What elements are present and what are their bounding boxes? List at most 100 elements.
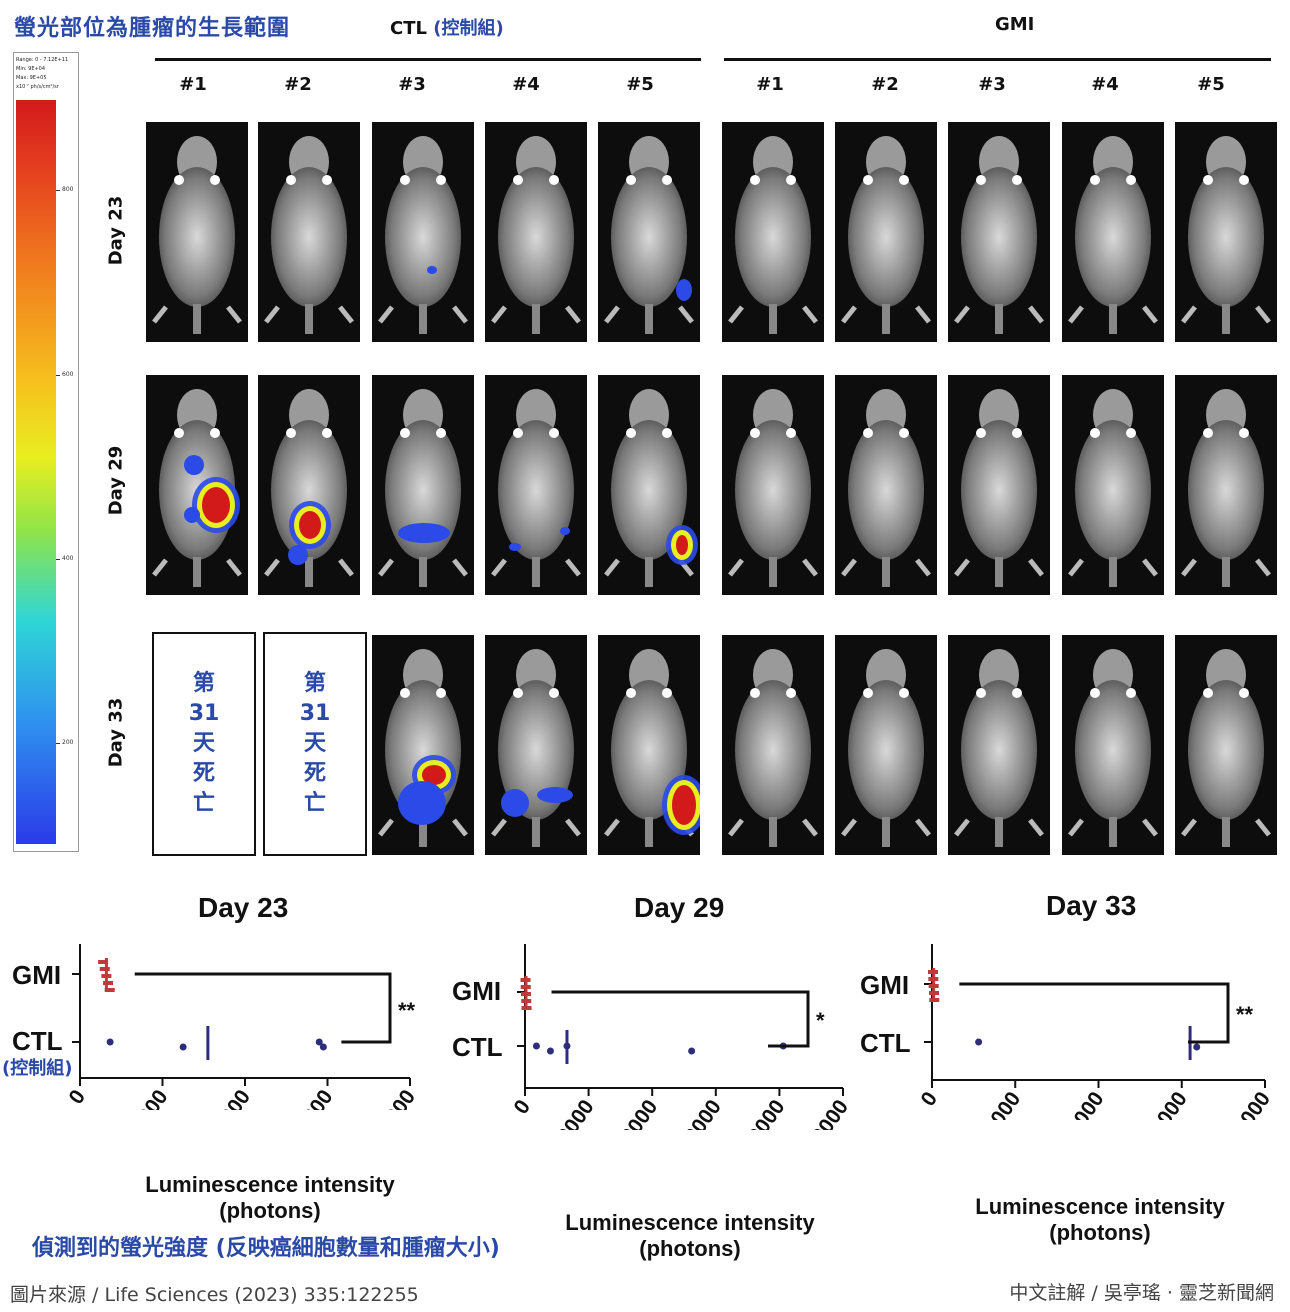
day-label: Day 23 xyxy=(105,195,127,266)
x-axis-title: Luminescence intensity (photons) xyxy=(950,1194,1250,1246)
colorbar-tick-label: 200 xyxy=(62,739,74,746)
colorbar-tick xyxy=(56,743,60,744)
x-axis-title-line: Luminescence intensity xyxy=(565,1210,815,1235)
mouse-image xyxy=(948,375,1050,595)
data-point-ctl xyxy=(546,1047,554,1055)
mouse-image xyxy=(835,375,937,595)
x-tick-label: 250000 xyxy=(794,1096,853,1130)
plot-category-label: GMI xyxy=(12,960,62,990)
x-axis-title: Luminescence intensity (photons) xyxy=(100,1172,440,1224)
mouse-image xyxy=(948,635,1050,855)
mouse-image xyxy=(258,375,360,595)
data-point-ctl xyxy=(179,1043,187,1051)
dead-note-char: 死 xyxy=(192,761,215,786)
colorbar-tick xyxy=(56,375,60,376)
significance-label: ** xyxy=(1236,1002,1254,1027)
x-tick-label: 100000 xyxy=(1050,1088,1109,1120)
mouse-image xyxy=(372,635,474,855)
mouse-image xyxy=(598,635,700,855)
day23-plot: 0 2000 4000 6000 8000 ** xyxy=(65,944,420,1110)
significance-bracket xyxy=(959,982,1230,1044)
image-source: 圖片來源 / Life Sciences (2023) 335:122255 xyxy=(10,1284,419,1306)
day-label: Day 33 xyxy=(105,697,127,768)
figure-annotation-title: 螢光部位為腫瘤的生長範圍 xyxy=(14,16,291,41)
x-tick-label: 4000 xyxy=(209,1086,255,1110)
mouse-image xyxy=(835,635,937,855)
gmi-group-line xyxy=(724,58,1271,61)
x-axis-title-text: Luminescence intensity (photons) xyxy=(100,1172,440,1224)
plot-title: Day 29 xyxy=(634,892,725,923)
mouse-id: #5 xyxy=(626,74,654,95)
mouse-image xyxy=(485,375,587,595)
mouse-image xyxy=(1175,635,1277,855)
x-tick-label: 100000 xyxy=(603,1096,662,1130)
mouse-image xyxy=(948,122,1050,342)
mouse-image xyxy=(372,375,474,595)
data-point-gmi xyxy=(104,988,115,992)
x-tick-label: 2000 xyxy=(127,1086,173,1110)
plot-category-label: GMI xyxy=(860,970,910,1000)
x-tick-label: 0 xyxy=(510,1096,536,1119)
ctl-group-line xyxy=(155,58,701,61)
colorbar-gradient xyxy=(16,100,56,844)
x-axis-title-line: Luminescence intensity xyxy=(145,1172,395,1197)
mouse-id: #2 xyxy=(284,74,312,95)
data-point-ctl xyxy=(315,1038,323,1046)
mouse-image xyxy=(722,635,824,855)
mouse-image xyxy=(722,122,824,342)
x-tick-label: 6000 xyxy=(292,1086,338,1110)
mouse-image xyxy=(598,122,700,342)
dead-note-char: 31 xyxy=(299,701,331,726)
plot-category-label: CTL xyxy=(860,1028,911,1058)
mouse-image xyxy=(722,375,824,595)
bottom-annotation: 偵測到的螢光強度 (反映癌細胞數量和腫瘤大小) xyxy=(32,1236,500,1261)
dead-note-box: 第 31 天 死 亡 xyxy=(152,632,256,856)
data-point-ctl xyxy=(319,1043,327,1051)
data-point-ctl xyxy=(106,1038,114,1046)
plot-title: Day 23 xyxy=(198,892,289,923)
dead-note-char: 天 xyxy=(192,731,215,756)
dead-note-box: 第 31 天 死 亡 xyxy=(263,632,367,856)
dead-note-char: 第 xyxy=(192,671,215,696)
x-axis-title-line: (photons) xyxy=(219,1198,321,1223)
x-tick-label: 150000 xyxy=(667,1096,726,1130)
plot-category-label: GMI xyxy=(452,976,502,1006)
mouse-id: #4 xyxy=(1091,74,1119,95)
group-ctl-label: CTL xyxy=(390,18,427,39)
dead-note-char: 死 xyxy=(303,761,326,786)
data-point-ctl xyxy=(532,1042,540,1050)
x-tick-label: 8000 xyxy=(374,1086,420,1110)
mouse-image xyxy=(1062,635,1164,855)
mouse-image xyxy=(146,375,248,595)
dead-note-char: 亡 xyxy=(192,791,215,816)
group-label-gmi: GMI xyxy=(995,14,1035,35)
colorbar-tick xyxy=(56,559,60,560)
data-point-gmi xyxy=(99,967,110,971)
x-tick-label: 200000 xyxy=(730,1096,789,1130)
mouse-image xyxy=(372,122,474,342)
mouse-image xyxy=(1062,375,1164,595)
x-axis-title-text: Luminescence intensity (photons) xyxy=(540,1210,840,1262)
plot-category-label: CTL xyxy=(12,1026,63,1056)
day29-plot: 0 50000100000150000200000250000 * xyxy=(510,944,853,1130)
annotation-credit: 中文註解 / 吳亭瑤 · 靈芝新聞網 xyxy=(1009,1282,1274,1304)
x-axis-title: Luminescence intensity (photons) xyxy=(540,1210,840,1262)
x-tick-label: 50000 xyxy=(546,1096,598,1130)
dead-note-char: 31 xyxy=(188,701,220,726)
x-tick-label: 0 xyxy=(65,1086,91,1109)
significance-bracket xyxy=(134,972,392,1044)
mouse-id: #3 xyxy=(978,74,1006,95)
day33-plot: 0 50000 100000 150000 200000 ** xyxy=(917,944,1275,1120)
x-tick-label: 50000 xyxy=(973,1088,1025,1120)
data-point-gmi xyxy=(98,960,109,964)
mouse-image xyxy=(598,375,700,595)
group-label-ctl: CTL (控制組) xyxy=(390,14,504,40)
significance-bracket xyxy=(551,990,810,1048)
dead-note-char: 亡 xyxy=(303,791,326,816)
x-axis-title-line: Luminescence intensity xyxy=(975,1194,1225,1219)
mouse-id: #1 xyxy=(756,74,784,95)
mouse-image xyxy=(835,122,937,342)
colorbar-max: Max: 9E+05 xyxy=(16,75,47,81)
mouse-image xyxy=(1175,375,1277,595)
mouse-image xyxy=(1175,122,1277,342)
